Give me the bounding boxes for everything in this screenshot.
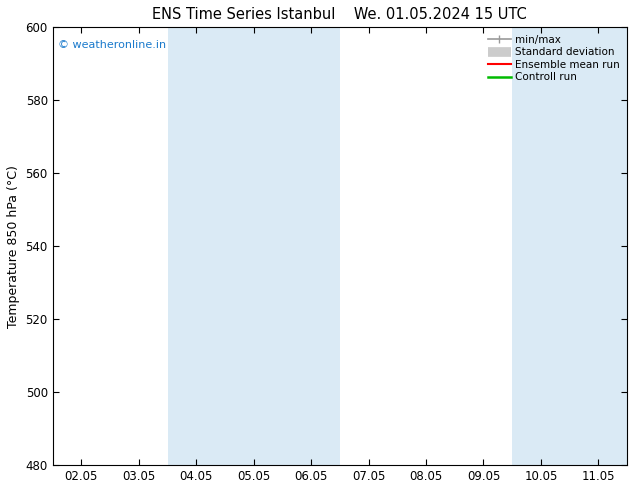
Text: © weatheronline.in: © weatheronline.in	[58, 40, 167, 50]
Y-axis label: Temperature 850 hPa (°C): Temperature 850 hPa (°C)	[7, 165, 20, 328]
Title: ENS Time Series Istanbul    We. 01.05.2024 15 UTC: ENS Time Series Istanbul We. 01.05.2024 …	[152, 7, 527, 22]
Bar	[167, 27, 340, 465]
Bar	[512, 27, 627, 465]
Legend: min/max, Standard deviation, Ensemble mean run, Controll run: min/max, Standard deviation, Ensemble me…	[486, 32, 622, 84]
